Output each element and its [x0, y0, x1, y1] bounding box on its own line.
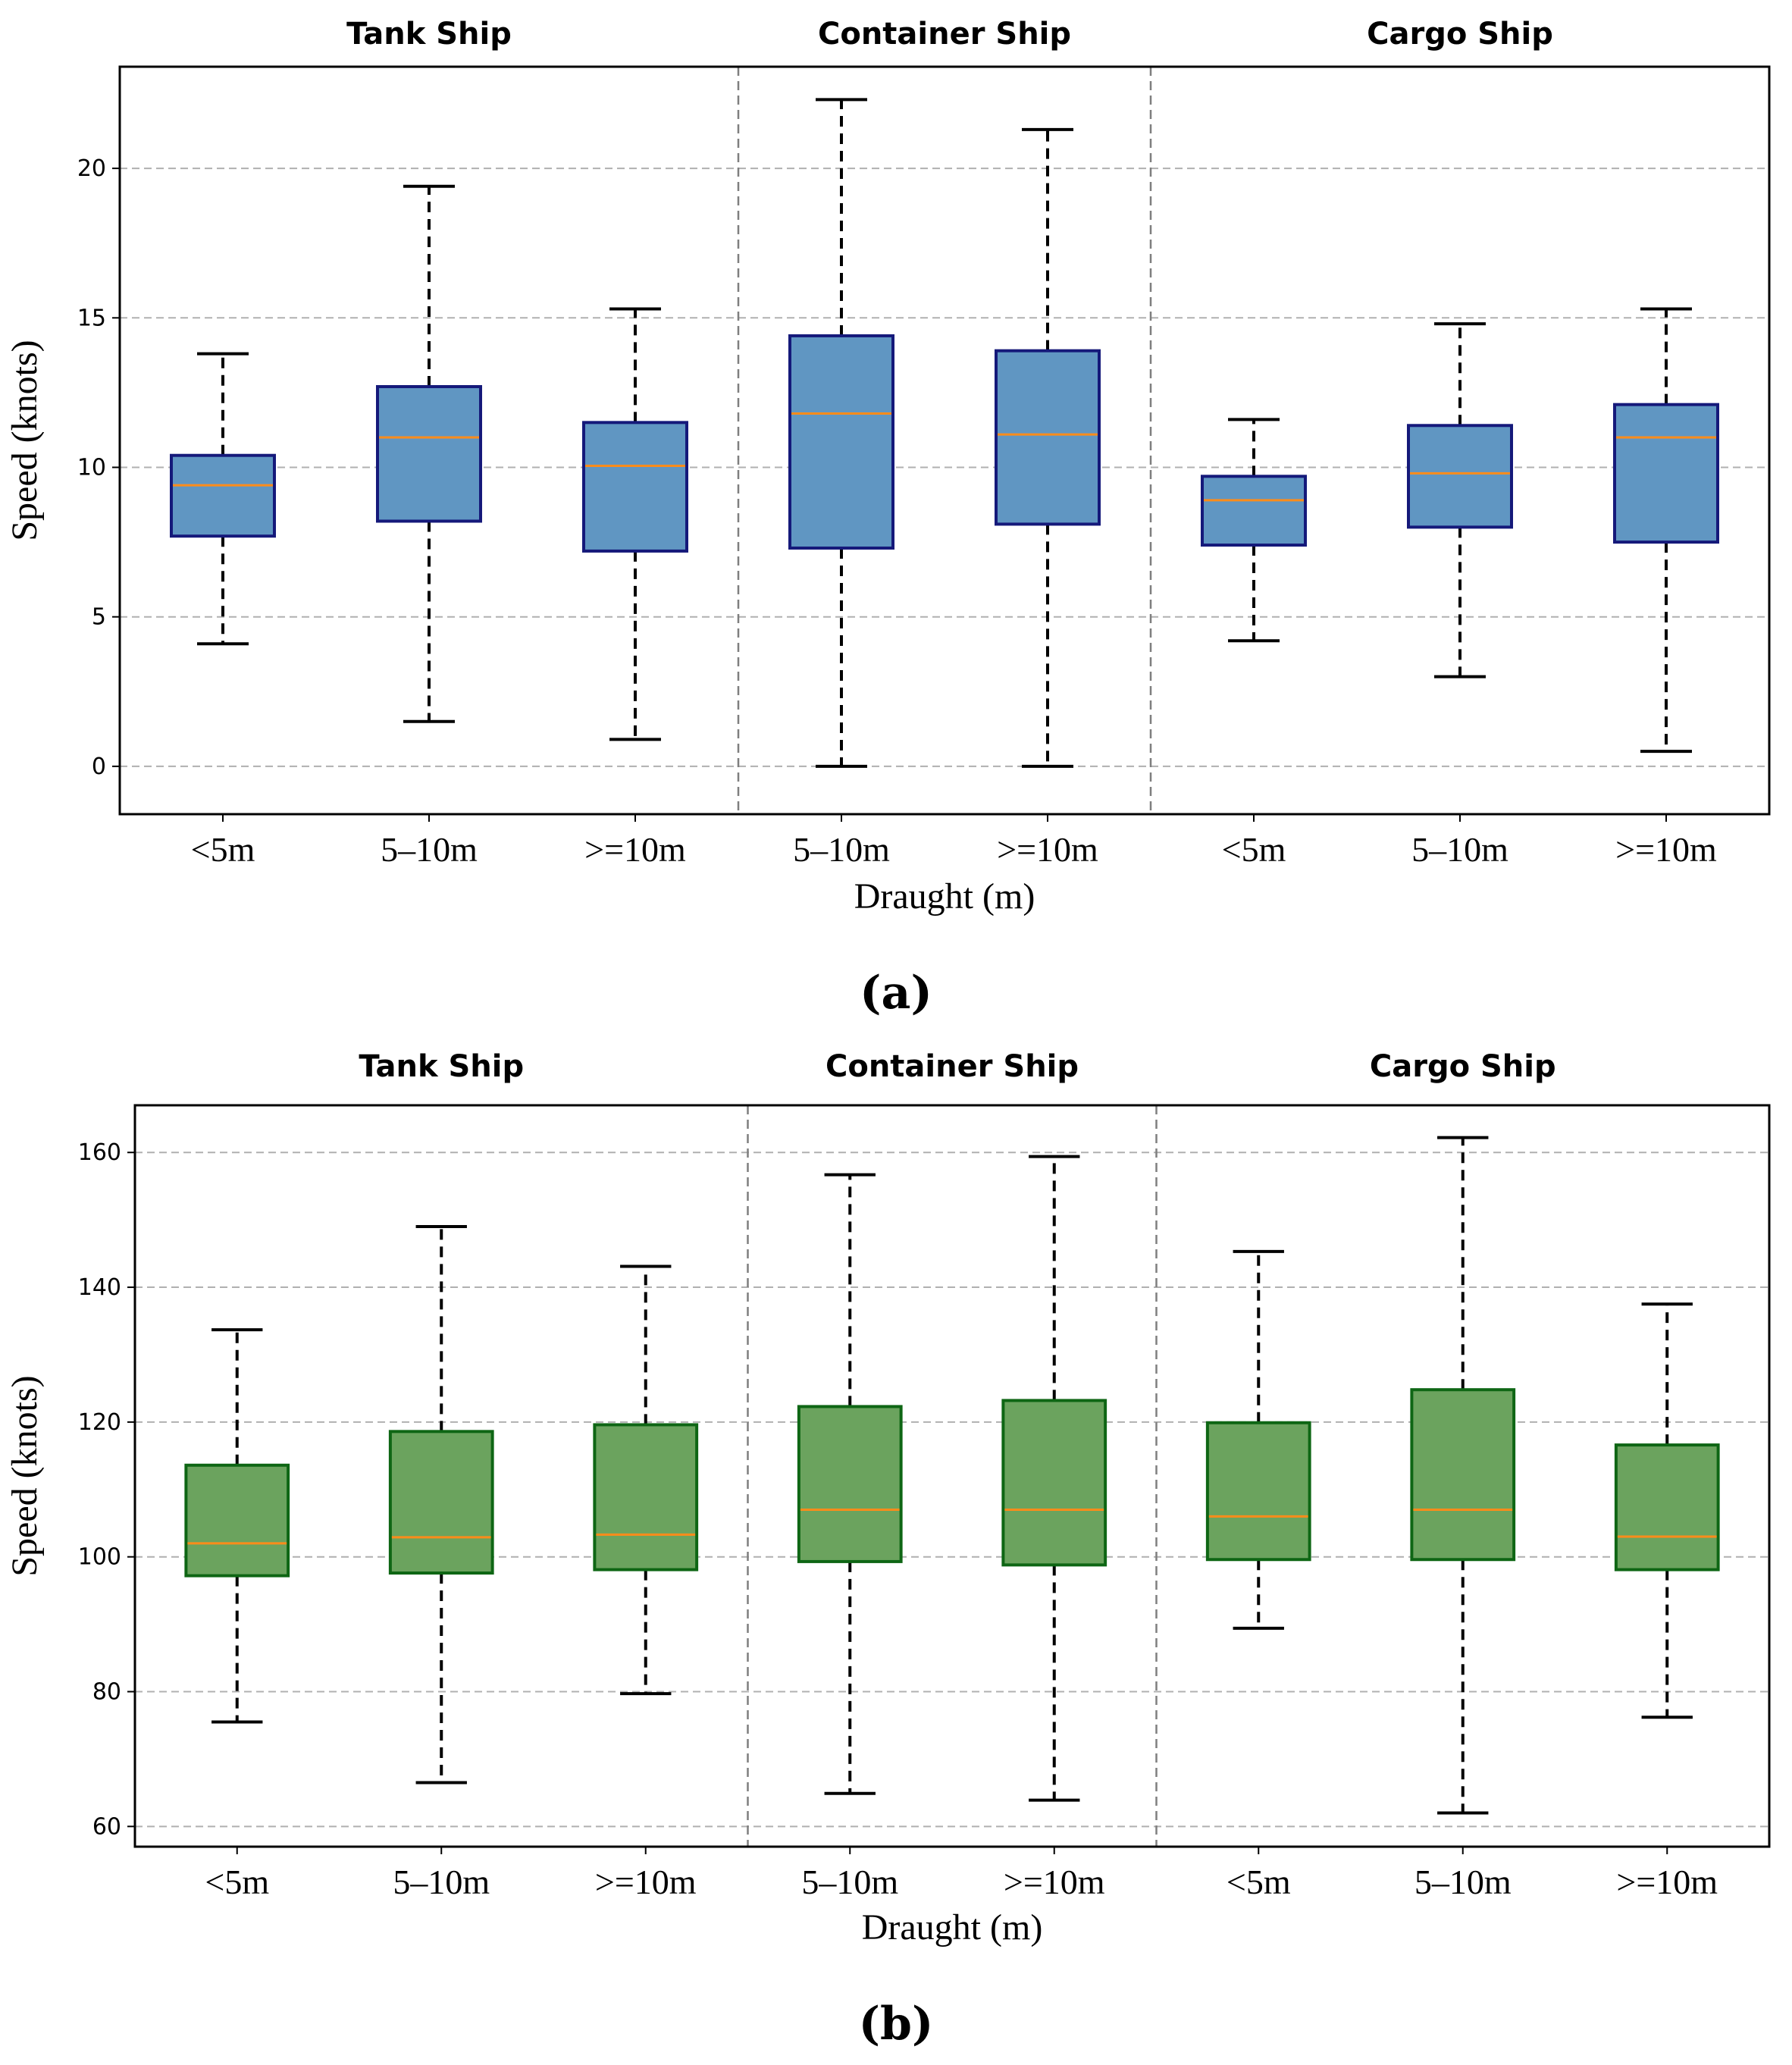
b-xtick-label: 5–10m: [1414, 1863, 1512, 1901]
a-ytick-label: 10: [77, 454, 106, 481]
a-ytick-label: 5: [92, 604, 106, 631]
b-xtick-label: >=10m: [1616, 1863, 1718, 1901]
a-group-title: Cargo Ship: [1367, 17, 1553, 52]
b-box: [1410, 1388, 1516, 1562]
b-xtick-label: 5–10m: [801, 1863, 898, 1901]
b-ytick-label: 140: [78, 1274, 121, 1301]
b-plot-frame: [133, 1104, 1771, 1848]
a-box: [376, 385, 482, 523]
panel-b-chart: 60 80 100 120 140 160 Tank Ship Container Ship C…: [5, 1049, 1771, 1947]
panel-a-chart: 0 5 10 15 20 Tank Ship Container Ship Cargo Shi…: [5, 17, 1771, 917]
a-box: [1201, 475, 1307, 547]
a-xtick-label: <5m: [191, 830, 255, 869]
b-xtick-label: >=10m: [1004, 1863, 1105, 1901]
a-xtick-label: >=10m: [1615, 830, 1717, 869]
b-box: [1001, 1399, 1107, 1567]
b-box: [388, 1430, 494, 1575]
b-box: [797, 1405, 903, 1563]
a-x-axis-label: Draught (m): [854, 876, 1035, 917]
a-box: [1613, 403, 1719, 544]
a-plot-frame: [118, 65, 1771, 816]
b-group-title: Container Ship: [826, 1049, 1079, 1084]
panel-a-label: (a): [860, 967, 932, 1020]
a-box: [170, 453, 276, 538]
b-box: [184, 1463, 290, 1578]
a-box: [582, 421, 688, 553]
b-x-axis-label: Draught (m): [862, 1907, 1043, 1947]
b-group-title: Cargo Ship: [1370, 1049, 1556, 1084]
b-ytick-label: 80: [92, 1679, 121, 1706]
a-xtick-label: >=10m: [584, 830, 686, 869]
b-box: [1205, 1421, 1311, 1562]
b-ytick-label: 120: [78, 1409, 121, 1436]
b-xtick-label: 5–10m: [393, 1863, 490, 1901]
b-group-title: Tank Ship: [359, 1049, 524, 1084]
b-ytick-label: 100: [78, 1544, 121, 1571]
a-group-title: Tank Ship: [346, 17, 512, 52]
a-ytick-label: 20: [77, 155, 106, 182]
b-ytick-label: 60: [92, 1813, 121, 1840]
a-xtick-label: >=10m: [997, 830, 1098, 869]
b-box: [1614, 1443, 1720, 1571]
a-xtick-label: 5–10m: [793, 830, 890, 869]
a-xtick-label: 5–10m: [381, 830, 478, 869]
a-y-axis-label: Speed (knots): [5, 340, 45, 541]
a-xtick-label: 5–10m: [1411, 830, 1508, 869]
b-y-axis-label: Speed (knots): [5, 1375, 45, 1576]
a-box: [1407, 424, 1513, 529]
a-ytick-label: 15: [77, 305, 106, 331]
b-xtick-label: <5m: [205, 1863, 269, 1901]
b-ytick-label: 160: [78, 1139, 121, 1166]
a-ytick-label: 0: [92, 754, 106, 780]
b-xtick-label: <5m: [1227, 1863, 1291, 1901]
a-box: [788, 334, 894, 550]
b-xtick-label: >=10m: [595, 1863, 697, 1901]
a-box: [995, 349, 1101, 526]
panel-b-label: (b): [859, 1998, 934, 2051]
b-box: [593, 1423, 699, 1571]
a-xtick-label: <5m: [1222, 830, 1286, 869]
a-group-title: Container Ship: [818, 17, 1071, 52]
